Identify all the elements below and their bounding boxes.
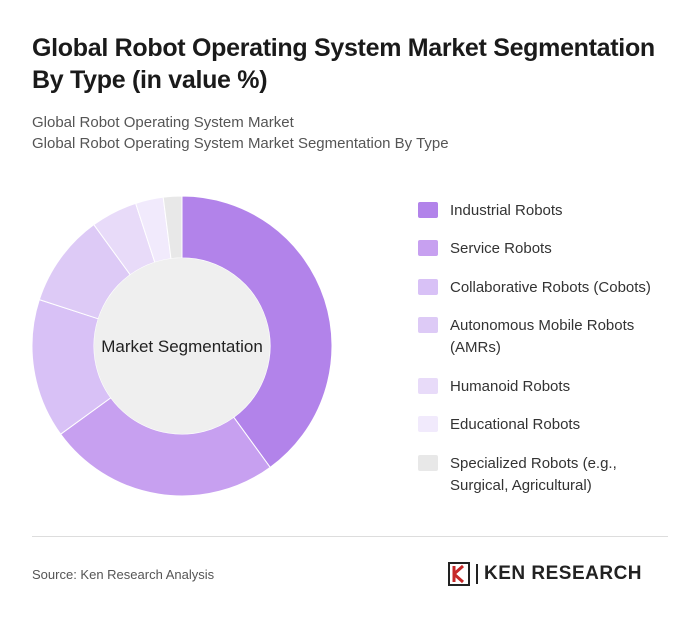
divider (32, 536, 668, 537)
title: Global Robot Operating System Market Seg… (32, 34, 655, 94)
logo-icon (448, 562, 470, 586)
legend-item: Autonomous Mobile Robots (AMRs) (418, 315, 678, 359)
center-label: Market Segmentation (101, 337, 263, 356)
legend-label: Educational Robots (450, 416, 581, 433)
legend-swatch (418, 416, 438, 432)
donut-center (94, 258, 270, 434)
legend-swatch (418, 279, 438, 295)
legend-label: Autonomous Mobile Robots (AMRs) (450, 317, 635, 356)
legend-swatch (418, 240, 438, 256)
subtitle: Global Robot Operating System Market Seg… (32, 135, 449, 152)
donut-chart: Market Segmentation (31, 195, 333, 497)
legend-swatch (418, 378, 438, 394)
legend-label: Humanoid Robots (450, 378, 571, 395)
legend-item: Specialized Robots (e.g., Surgical, Agri… (418, 453, 678, 497)
source: Source: Ken Research Analysis (32, 567, 215, 582)
logo: KEN RESEARCH (448, 562, 642, 586)
legend-swatch (418, 455, 438, 471)
legend-item: Industrial Robots (418, 200, 678, 222)
legend-item: Collaborative Robots (Cobots) (418, 277, 678, 299)
legend-label: Collaborative Robots (Cobots) (450, 279, 651, 296)
legend-item: Educational Robots (418, 414, 678, 436)
logo-text: KEN RESEARCH (484, 563, 643, 584)
legend-swatch (418, 317, 438, 333)
legend-swatch (418, 202, 438, 218)
legend-label: Service Robots (450, 240, 552, 257)
legend-label: Specialized Robots (e.g., Surgical, Agri… (450, 455, 617, 494)
legend-label: Industrial Robots (450, 202, 563, 219)
legend-item: Humanoid Robots (418, 376, 678, 398)
logo-separator (476, 564, 478, 584)
legend-item: Service Robots (418, 238, 678, 260)
subtitle: Global Robot Operating System Market (32, 114, 294, 131)
